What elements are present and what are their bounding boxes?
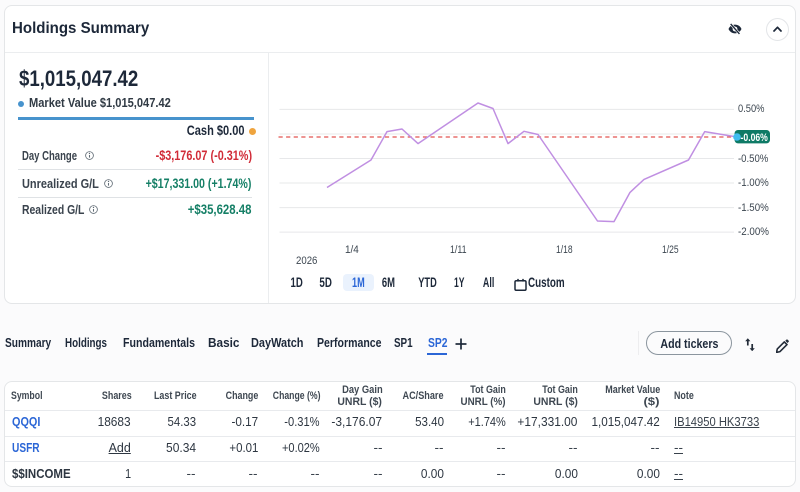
svg-text:-0.06%: -0.06%	[741, 132, 769, 144]
